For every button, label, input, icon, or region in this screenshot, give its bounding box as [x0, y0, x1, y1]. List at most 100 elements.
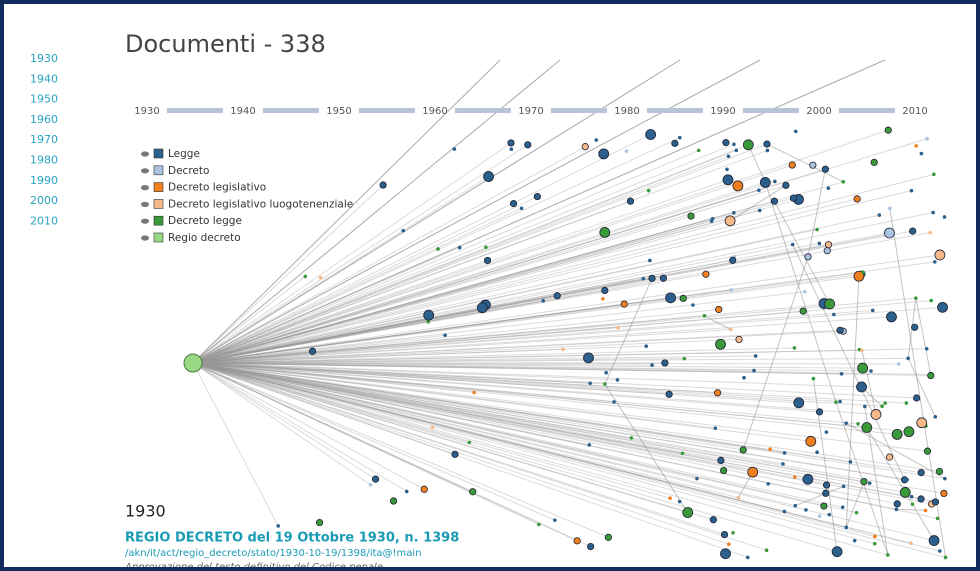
node[interactable]	[873, 534, 877, 539]
node[interactable]	[507, 139, 515, 147]
node[interactable]	[629, 436, 634, 440]
node[interactable]	[925, 137, 929, 141]
node[interactable]	[659, 274, 668, 282]
node[interactable]	[891, 428, 903, 440]
node[interactable]	[736, 495, 741, 500]
node[interactable]	[815, 408, 824, 416]
node[interactable]	[726, 154, 731, 159]
node[interactable]	[757, 188, 761, 193]
node[interactable]	[929, 298, 933, 303]
node[interactable]	[943, 476, 947, 481]
sidebar-year[interactable]: 1960	[30, 113, 58, 126]
node[interactable]	[665, 292, 676, 304]
node[interactable]	[682, 356, 687, 361]
legend-label[interactable]: Decreto legislativo	[168, 182, 266, 194]
node[interactable]	[867, 481, 872, 485]
node[interactable]	[932, 172, 936, 177]
node[interactable]	[671, 139, 679, 147]
node[interactable]	[646, 188, 651, 193]
node[interactable]	[910, 502, 915, 506]
node[interactable]	[903, 426, 915, 438]
node[interactable]	[687, 212, 695, 220]
node[interactable]	[861, 422, 873, 433]
node[interactable]	[616, 325, 620, 330]
node[interactable]	[735, 335, 743, 344]
node[interactable]	[802, 473, 814, 485]
node[interactable]	[757, 208, 762, 213]
node[interactable]	[665, 390, 673, 398]
node[interactable]	[768, 447, 772, 451]
node[interactable]	[765, 148, 770, 153]
node[interactable]	[645, 129, 657, 140]
node[interactable]	[919, 151, 924, 156]
node[interactable]	[793, 503, 798, 508]
node[interactable]	[805, 435, 817, 447]
node[interactable]	[856, 381, 867, 393]
node[interactable]	[790, 242, 795, 247]
node[interactable]	[668, 496, 672, 500]
legend-label[interactable]: Decreto legislativo luogotenenziale	[168, 198, 353, 210]
node[interactable]	[710, 216, 715, 221]
node[interactable]	[909, 494, 914, 499]
node[interactable]	[799, 307, 807, 315]
node[interactable]	[604, 370, 608, 375]
node[interactable]	[817, 514, 822, 518]
node[interactable]	[561, 347, 565, 352]
node[interactable]	[840, 505, 845, 510]
node[interactable]	[379, 181, 387, 189]
node[interactable]	[680, 451, 685, 456]
node[interactable]	[739, 446, 747, 454]
sidebar-year[interactable]: 1970	[30, 133, 58, 146]
node[interactable]	[720, 466, 728, 475]
node[interactable]	[824, 430, 829, 434]
node[interactable]	[905, 477, 909, 482]
sidebar-year[interactable]: 1930	[30, 52, 58, 65]
node[interactable]	[877, 213, 882, 217]
node[interactable]	[430, 425, 435, 430]
node[interactable]	[451, 450, 459, 458]
node[interactable]	[483, 171, 494, 182]
node[interactable]	[483, 256, 492, 265]
node[interactable]	[715, 338, 726, 350]
node[interactable]	[276, 524, 281, 528]
node[interactable]	[826, 186, 831, 191]
node[interactable]	[742, 139, 754, 151]
node[interactable]	[603, 382, 607, 386]
node[interactable]	[509, 200, 518, 208]
node[interactable]	[553, 292, 561, 300]
node[interactable]	[911, 323, 919, 331]
node[interactable]	[588, 381, 592, 386]
node[interactable]	[872, 541, 877, 546]
node[interactable]	[766, 482, 770, 486]
sidebar-year[interactable]: 2010	[30, 214, 58, 227]
sidebar-year[interactable]: 1940	[30, 72, 58, 85]
node[interactable]	[869, 369, 873, 373]
node[interactable]	[870, 409, 882, 420]
node[interactable]	[943, 555, 948, 560]
node[interactable]	[884, 227, 895, 239]
node[interactable]	[648, 258, 652, 263]
node[interactable]	[803, 289, 807, 294]
node[interactable]	[641, 276, 646, 281]
node[interactable]	[519, 206, 524, 211]
node[interactable]	[940, 489, 948, 498]
node[interactable]	[824, 298, 836, 310]
node[interactable]	[789, 194, 798, 202]
node[interactable]	[423, 309, 435, 321]
node[interactable]	[870, 158, 878, 166]
node[interactable]	[839, 372, 844, 376]
node[interactable]	[457, 245, 462, 250]
node[interactable]	[848, 460, 853, 464]
node[interactable]	[841, 180, 846, 184]
node[interactable]	[537, 522, 541, 527]
node[interactable]	[469, 488, 477, 496]
node[interactable]	[909, 188, 914, 193]
node[interactable]	[793, 129, 798, 134]
node[interactable]	[836, 326, 844, 334]
node[interactable]	[831, 546, 843, 558]
node[interactable]	[811, 376, 816, 381]
node[interactable]	[615, 378, 620, 382]
node[interactable]	[731, 530, 735, 535]
node[interactable]	[644, 344, 649, 348]
node[interactable]	[852, 538, 857, 543]
